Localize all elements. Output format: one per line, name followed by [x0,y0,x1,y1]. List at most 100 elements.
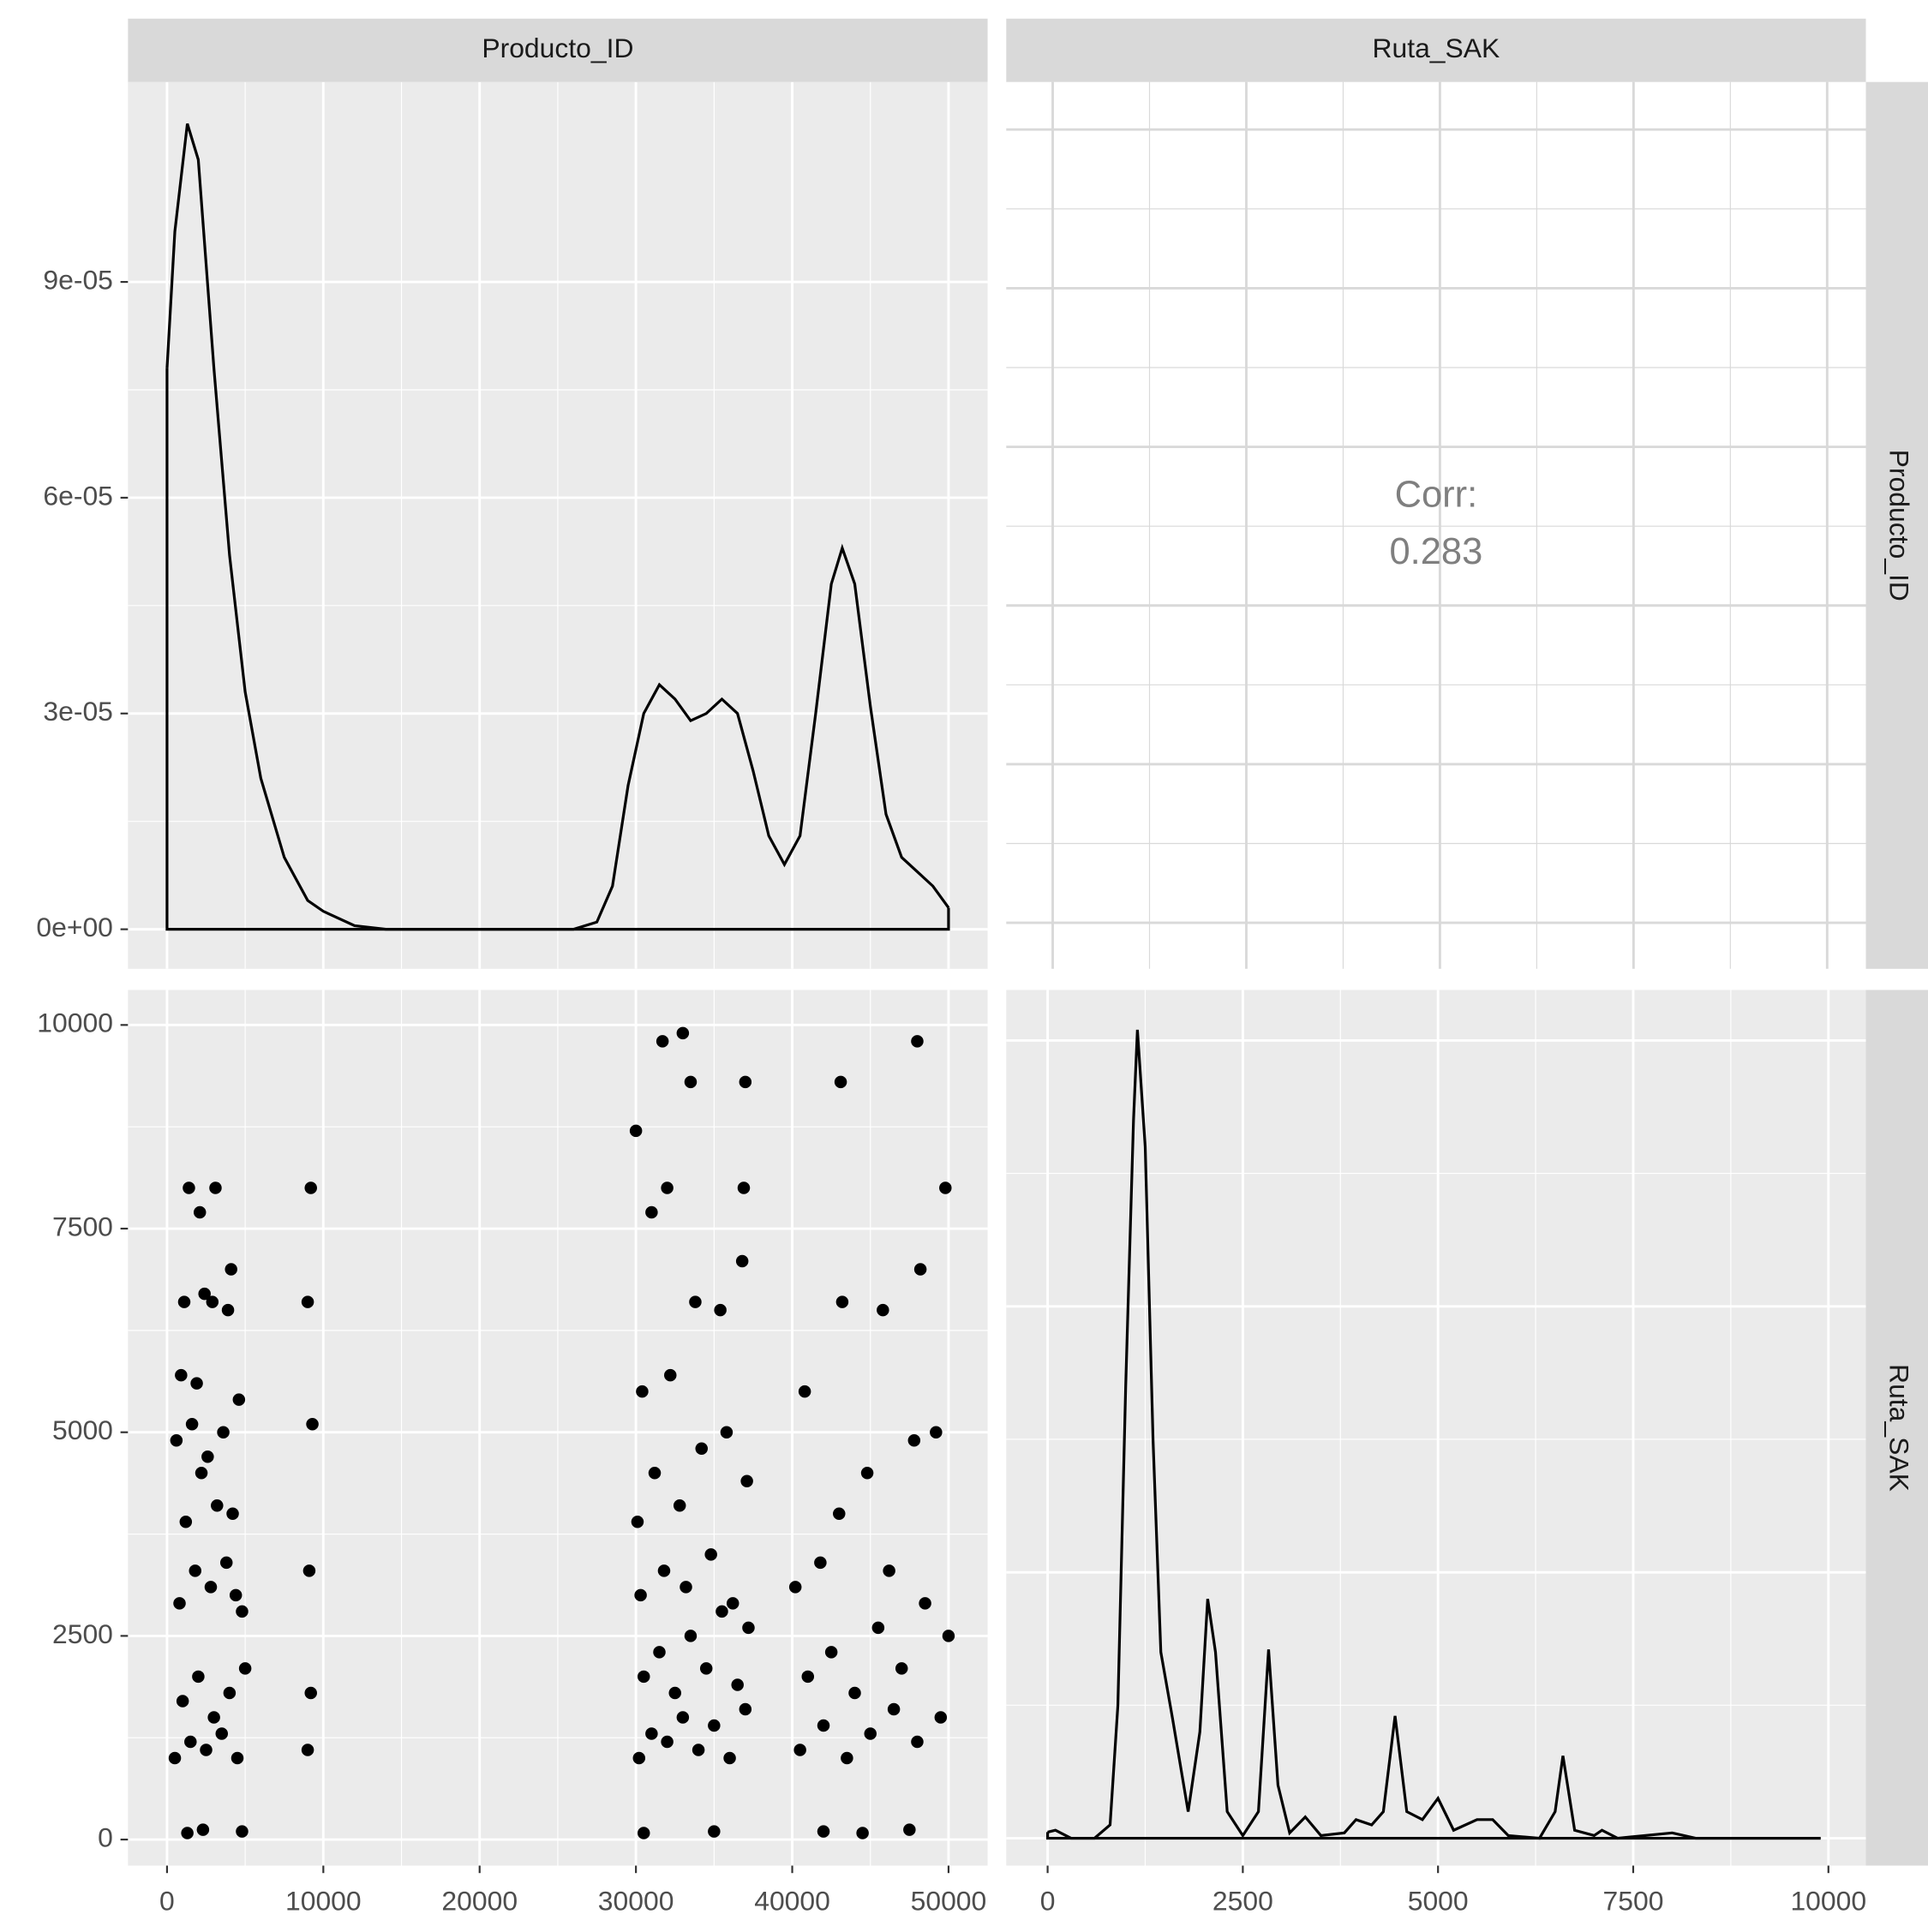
scatter-point [173,1597,186,1610]
scatter-point [930,1426,943,1439]
scatter-point [723,1751,736,1765]
scatter-point [657,1564,671,1577]
scatter-point [193,1205,207,1219]
y-tick-label: 7500 [52,1211,113,1241]
scatter-point [883,1564,895,1577]
y-tick-label: 10000 [37,1008,113,1038]
scatter-point [907,1433,921,1447]
y-tick-label: 6e-05 [43,480,113,511]
scatter-point [708,1719,721,1732]
scatter-point [236,1825,248,1838]
corr-value: 0.283 [1389,531,1482,572]
scatter-point [634,1588,647,1602]
scatter-point [676,1026,690,1040]
y-tick-label: 3e-05 [43,696,113,727]
scatter-point [739,1702,752,1716]
scatter-point [206,1295,219,1308]
scatter-point [903,1823,916,1836]
scatter-point [207,1711,220,1724]
scatter-point [304,1686,317,1700]
strip [1006,18,1866,82]
scatter-point [223,1686,237,1700]
scatter-point [731,1678,744,1691]
scatter-point [835,1295,849,1308]
scatter-point [211,1499,224,1512]
scatter-point [219,1556,233,1570]
scatter-point [225,1263,237,1276]
scatter-point [301,1744,314,1756]
scatter-point [226,1507,239,1521]
x-tick-label: 0 [159,1885,175,1916]
scatter-point [689,1295,702,1308]
x-tick-label: 30000 [598,1885,674,1916]
scatter-point [181,1827,194,1839]
scatter-point [801,1670,815,1684]
scatter-point [201,1450,214,1463]
scatter-point [177,1295,191,1308]
scatter-point [814,1556,827,1570]
scatter-point [841,1751,853,1765]
scatter-point [684,1630,698,1642]
scatter-point [714,1303,727,1317]
scatter-point [661,1735,674,1749]
scatter-point [848,1686,861,1700]
scatter-point [834,1075,847,1089]
scatter-point [684,1075,698,1089]
scatter-point [190,1377,203,1390]
scatter-point [306,1417,319,1431]
strip [1865,81,1928,969]
scatter-point [638,1827,650,1839]
y-tick-label: 0e+00 [36,912,113,942]
x-tick-label: 20000 [441,1885,518,1916]
strip-label: Ruta_SAK [1883,1364,1914,1492]
scatter-point [708,1825,721,1838]
scatter-point [860,1466,874,1480]
scatter-point [645,1205,658,1219]
scatter-point [653,1646,666,1659]
scatter-point [695,1442,708,1455]
y-tick-label: 2500 [52,1618,113,1649]
scatter-point [221,1303,235,1317]
scatter-point [856,1827,869,1839]
x-tick-label: 50000 [911,1885,987,1916]
scatter-point [648,1466,662,1480]
scatter-point [742,1621,755,1635]
y-tick-label: 9e-05 [43,264,113,295]
scatter-point [704,1548,717,1561]
scatter-point [200,1744,213,1756]
density-outline [1045,1832,1821,1840]
y-tick-label: 0 [98,1822,113,1853]
scatter-point [185,1417,199,1431]
scatter-point [887,1702,901,1716]
strip-label: Producto_ID [482,33,633,63]
scatter-point [911,1035,924,1048]
strip-label: Ruta_SAK [1372,33,1500,63]
scatter-point [189,1564,202,1577]
corr-label: Corr: [1395,474,1478,515]
strip-label: Producto_ID [1883,450,1914,601]
x-tick-label: 40000 [754,1885,830,1916]
strip [128,18,988,82]
scatter-point [231,1751,244,1765]
scatter-point [735,1254,749,1268]
density-line [165,123,950,931]
scatter-point [636,1385,649,1398]
density-line [1047,1029,1821,1840]
scatter-point [198,1287,211,1301]
panel-background [1006,990,1866,1866]
scatter-point [676,1711,690,1724]
scatter-point [168,1751,182,1765]
scatter-point [195,1466,208,1480]
scatter-point [668,1686,681,1700]
scatter-point [817,1825,830,1838]
scatter-point [716,1605,728,1618]
scatter-point [871,1621,885,1635]
scatter-point [793,1744,806,1756]
scatter-point [629,1124,643,1138]
scatter-point [236,1605,248,1618]
scatter-point [833,1507,846,1521]
scatter-point [664,1368,677,1382]
scatter-point [680,1581,692,1594]
x-tick-label: 2500 [1212,1885,1273,1916]
